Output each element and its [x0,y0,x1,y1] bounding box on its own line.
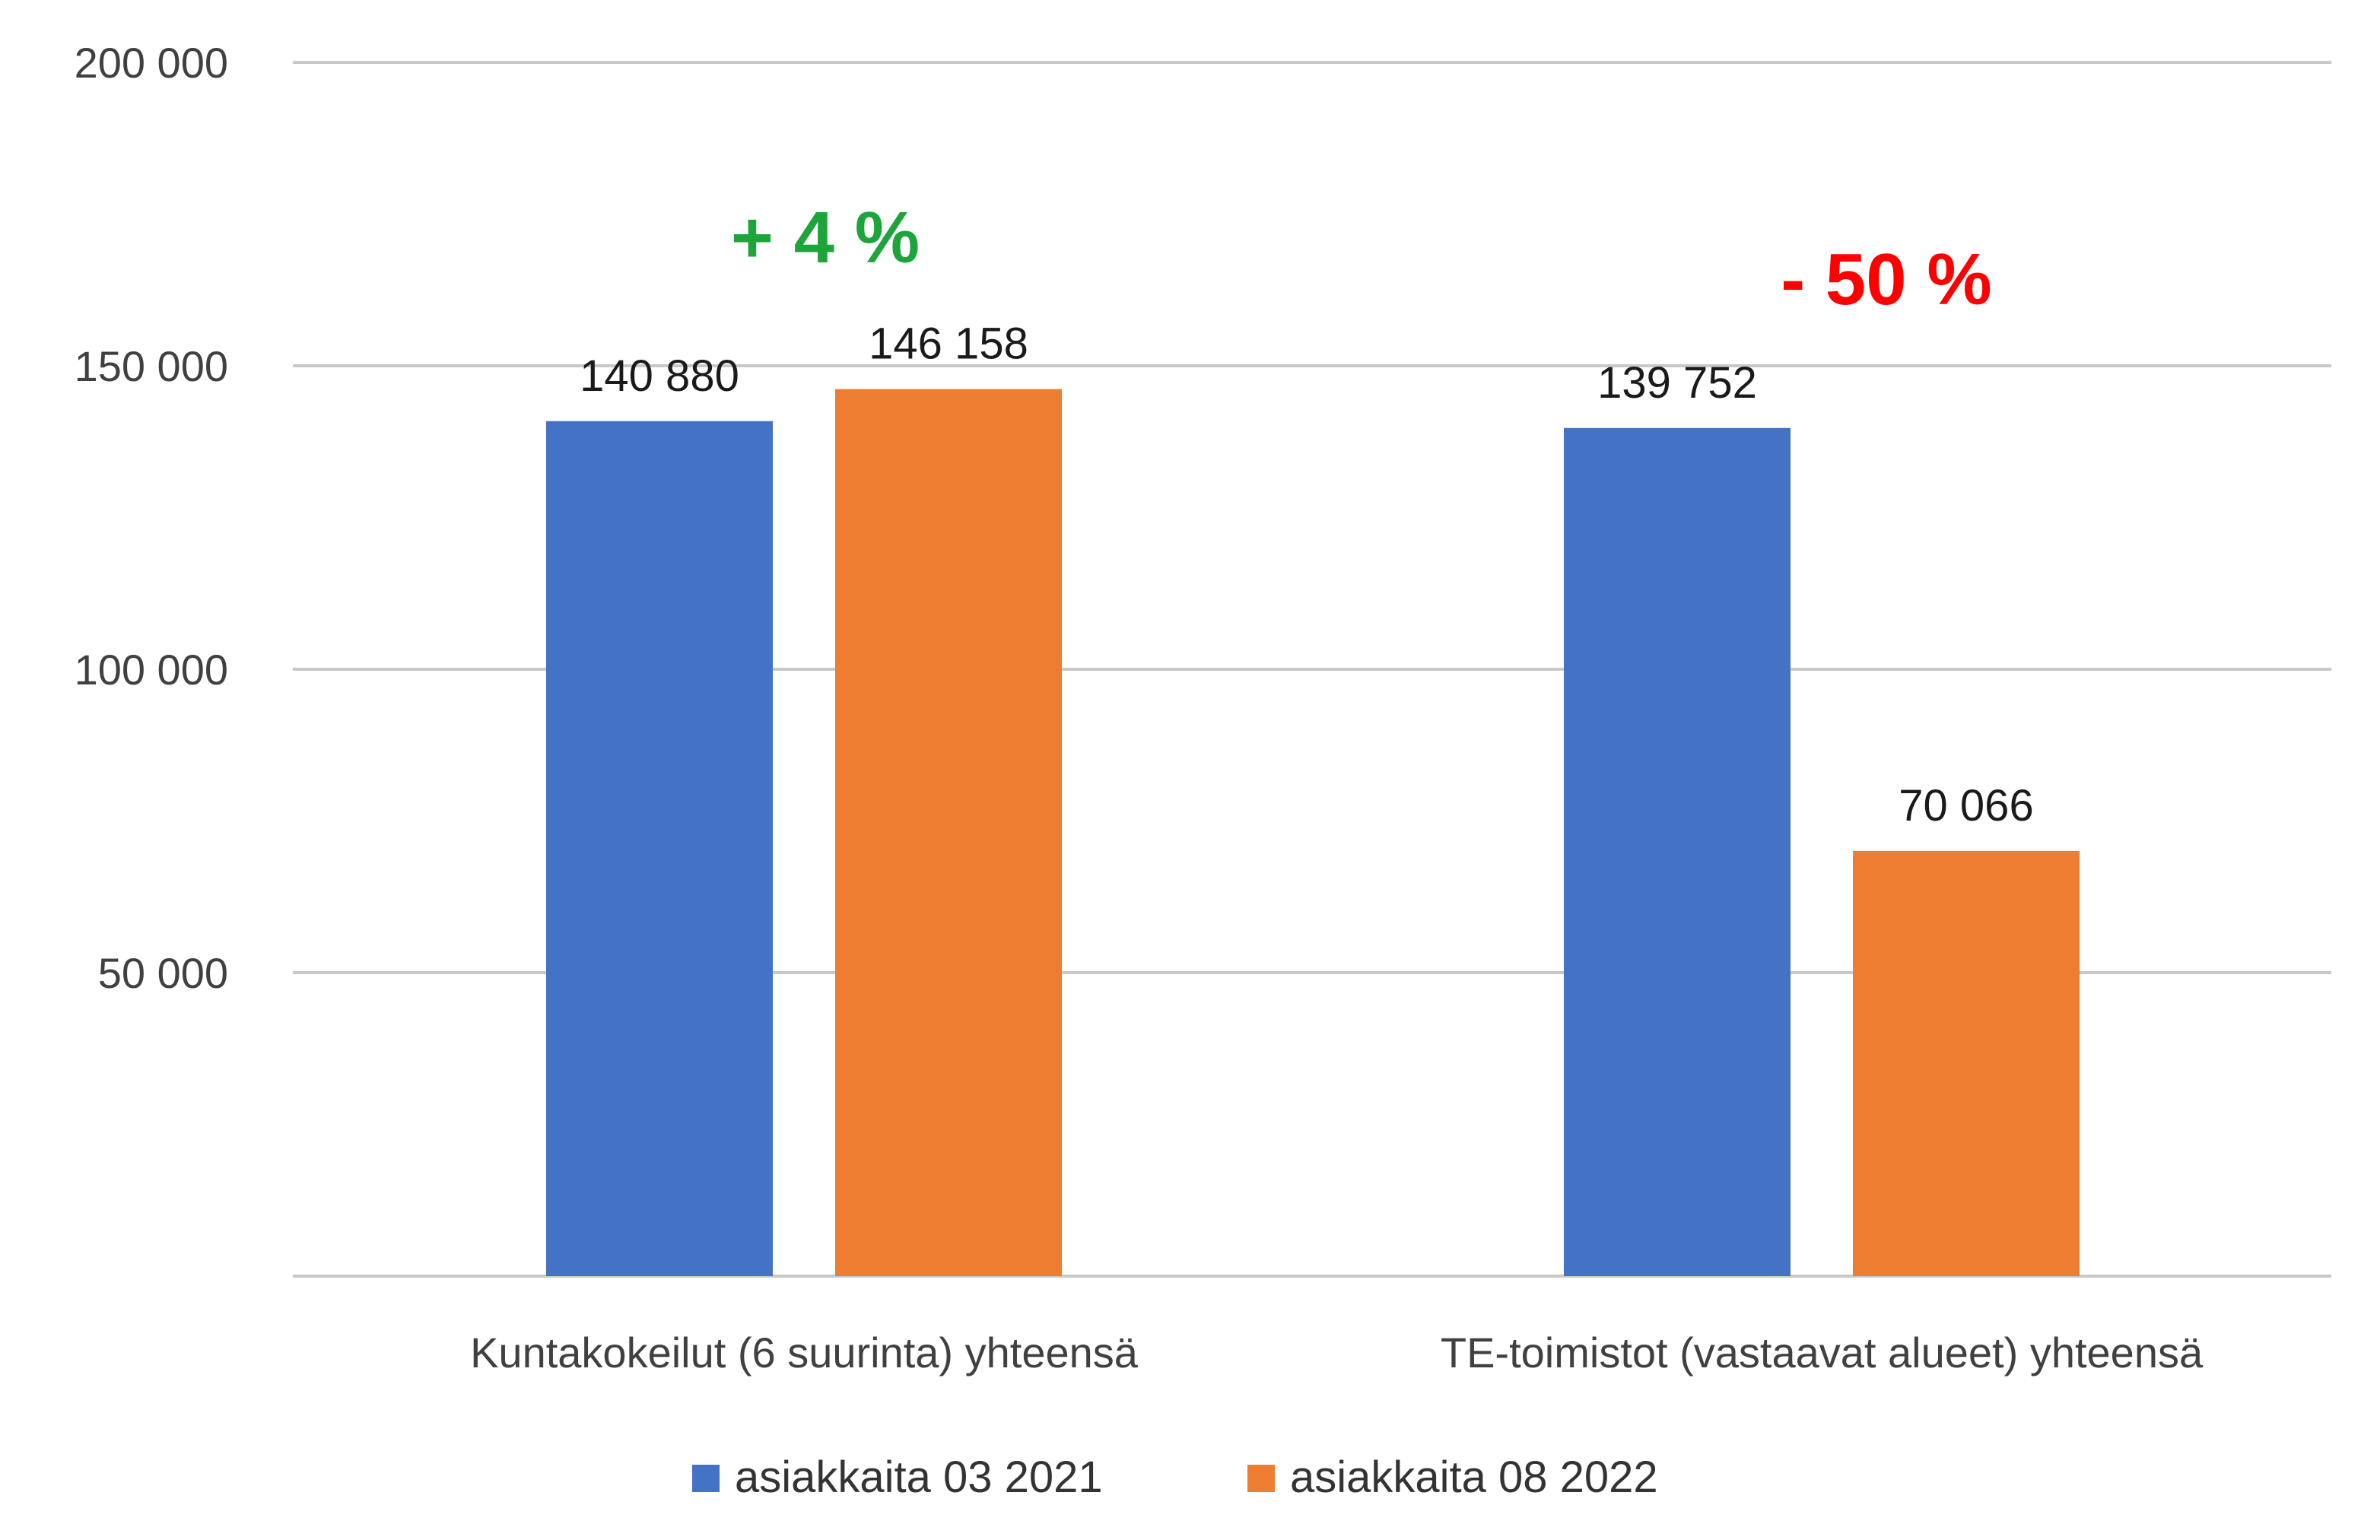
bar [835,389,1062,1276]
change-annotations: + 4 % - 50 % [731,197,1992,320]
legend-label: asiakkaita 08 2022 [1290,1453,1658,1502]
bars [546,389,2080,1276]
data-label: 70 066 [1899,781,2033,830]
y-tick-label: 150 000 [75,342,228,390]
change-annotation: - 50 % [1781,239,1991,320]
data-label: 139 752 [1597,358,1757,408]
y-axis-tick-labels: 50 000 100 000 150 000 200 000 [75,39,228,997]
legend-swatch [692,1465,720,1492]
bar [546,421,773,1276]
legend-item: asiakkaita 08 2022 [1247,1453,1658,1502]
y-tick-label: 100 000 [75,646,228,694]
legend: asiakkaita 03 2021 asiakkaita 08 2022 [692,1453,1658,1502]
data-label: 140 880 [580,351,739,401]
y-tick-label: 200 000 [75,39,228,87]
change-annotation: + 4 % [731,197,920,278]
data-labels: 140 880 146 158 139 752 70 066 [580,319,2034,830]
category-label: Kuntakokeilut (6 suurinta) yhteensä [470,1329,1139,1376]
data-label: 146 158 [869,319,1028,369]
legend-item: asiakkaita 03 2021 [692,1453,1103,1502]
y-tick-label: 50 000 [98,949,228,997]
category-label: TE-toimistot (vastaavat alueet) yhteensä [1441,1329,2204,1376]
bar [1853,850,2080,1276]
legend-swatch [1247,1465,1275,1492]
bar [1564,427,1791,1276]
x-axis-category-labels: Kuntakokeilut (6 suurinta) yhteensä TE-to… [470,1329,2204,1376]
legend-label: asiakkaita 03 2021 [735,1453,1103,1502]
